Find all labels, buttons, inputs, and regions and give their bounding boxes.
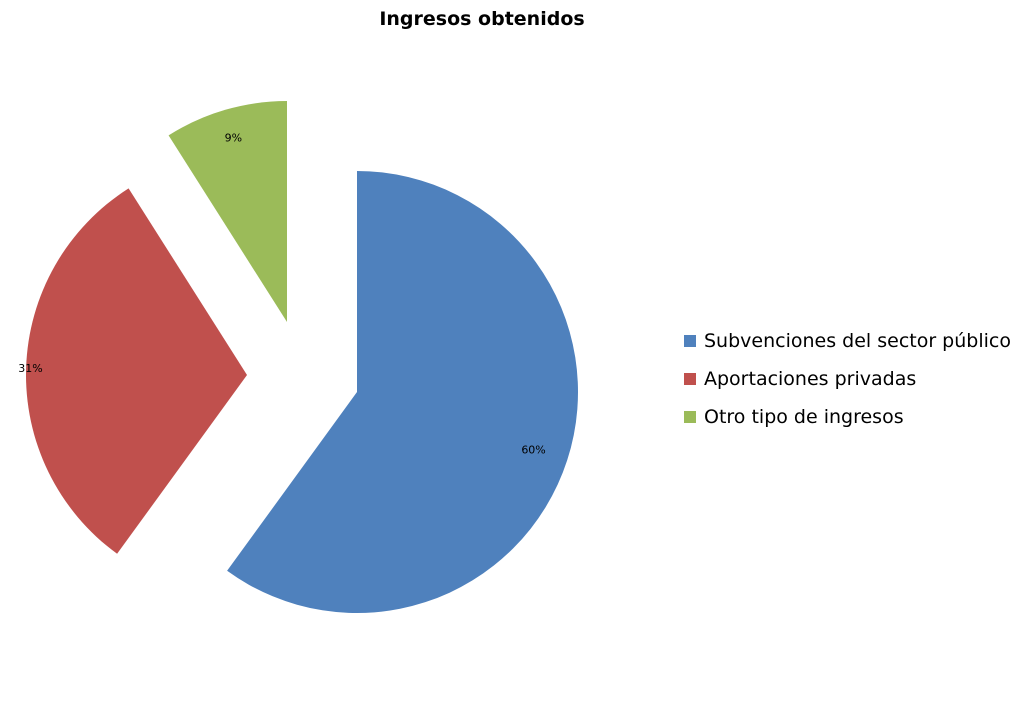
data-label-otro-tipo-de-ingresos: 9% — [225, 131, 242, 144]
pie-slice-subvenciones-del-sector-publico — [227, 171, 578, 613]
data-label-subvenciones-del-sector-publico: 60% — [521, 443, 545, 456]
legend-swatch — [684, 411, 696, 423]
legend-item-subvenciones-del-sector-publico: Subvenciones del sector público — [684, 322, 1011, 360]
legend-label: Otro tipo de ingresos — [704, 406, 904, 428]
pie-slice-otro-tipo-de-ingresos — [168, 101, 287, 322]
legend-item-otro-tipo-de-ingresos: Otro tipo de ingresos — [684, 398, 1011, 436]
legend-swatch — [684, 335, 696, 347]
pie-slice-aportaciones-privadas — [25, 188, 248, 554]
chart-title: Ingresos obtenidos — [379, 8, 585, 30]
legend-item-aportaciones-privadas: Aportaciones privadas — [684, 360, 1011, 398]
legend-label: Aportaciones privadas — [704, 368, 917, 390]
legend-swatch — [684, 373, 696, 385]
legend-label: Subvenciones del sector público — [704, 330, 1011, 352]
chart-legend: Subvenciones del sector público Aportacio… — [684, 322, 1011, 436]
data-label-aportaciones-privadas: 31% — [18, 362, 42, 375]
